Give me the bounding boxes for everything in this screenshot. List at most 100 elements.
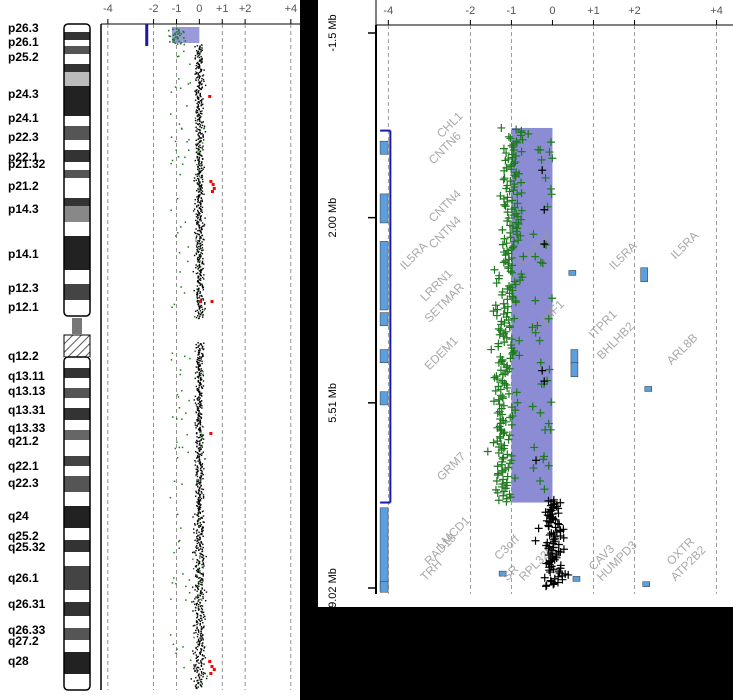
data-point [171,38,174,41]
data-point [198,163,200,165]
data-point [198,214,200,216]
data-point [201,463,204,465]
data-point [197,569,199,571]
data-point [199,46,202,49]
data-point [199,428,202,430]
data-point [199,266,201,268]
data-point [201,488,203,490]
data-point [202,567,204,569]
data-point [199,421,202,424]
data-point [194,159,197,162]
data-point [541,582,550,591]
data-point [201,643,203,645]
data-point [199,349,201,351]
y-tick-label: -1.5 Mb [327,14,339,51]
data-point [198,186,201,189]
data-point [198,398,200,401]
data-point [197,594,199,596]
data-point [199,406,202,408]
data-point [493,471,502,480]
gene-box [379,140,389,155]
ideogram-band [64,64,90,72]
data-point [196,617,198,619]
data-point [196,280,199,283]
data-point [201,77,203,80]
data-point [492,279,501,288]
data-point [500,428,509,437]
data-point [200,685,202,687]
data-point [196,221,198,224]
data-point [197,452,199,454]
data-point [500,174,509,183]
data-point [193,667,195,670]
ideogram-band [64,616,90,628]
outlier-point [175,149,177,151]
data-point [196,436,198,438]
data-point [200,590,202,593]
data-point [198,608,201,610]
data-point [198,100,200,103]
data-point [202,145,204,147]
ideogram-band [64,24,90,32]
data-point [198,219,201,221]
data-point [196,242,199,244]
data-point [200,312,202,314]
band-label: q24 [8,509,29,523]
data-point [530,443,539,452]
data-point [197,492,199,495]
data-point [199,534,201,536]
data-point [205,677,208,680]
data-point [196,376,199,378]
data-point [200,491,203,493]
data-point [192,210,195,212]
data-point [199,579,202,582]
data-point [198,54,200,56]
data-point [196,561,198,564]
data-point [201,510,204,513]
data-point [197,522,199,524]
data-point [202,121,204,123]
data-point [198,174,200,176]
data-point [196,586,199,589]
data-point [197,570,200,573]
data-point [498,410,507,419]
data-point [197,502,199,505]
data-point [198,676,201,678]
data-point [538,366,547,375]
data-point [196,483,198,486]
data-point [519,252,528,261]
outlier-point [176,648,178,650]
data-point [192,610,194,612]
data-point [197,667,200,669]
data-point [198,549,200,551]
data-point [529,230,538,239]
data-point [201,247,204,249]
data-point [198,308,201,310]
data-point [197,402,199,405]
data-point [197,622,199,624]
data-point [201,314,204,317]
data-point [196,470,199,473]
outlier-point [178,407,181,409]
data-point [203,663,205,665]
data-point [197,222,199,225]
data-point [197,467,199,469]
data-point [202,575,204,577]
data-point [196,505,199,507]
data-point [202,311,204,313]
data-point [201,619,203,622]
data-point [195,126,197,128]
data-point [199,137,201,140]
data-point [184,40,187,42]
data-point [194,598,196,600]
data-point [199,126,201,128]
data-point [195,663,197,666]
data-point [192,650,194,652]
data-point [198,263,201,266]
data-point [196,285,199,287]
data-point [200,665,203,668]
data-point [201,132,203,135]
data-point [197,588,200,591]
data-point [201,235,203,237]
data-point [198,297,200,299]
